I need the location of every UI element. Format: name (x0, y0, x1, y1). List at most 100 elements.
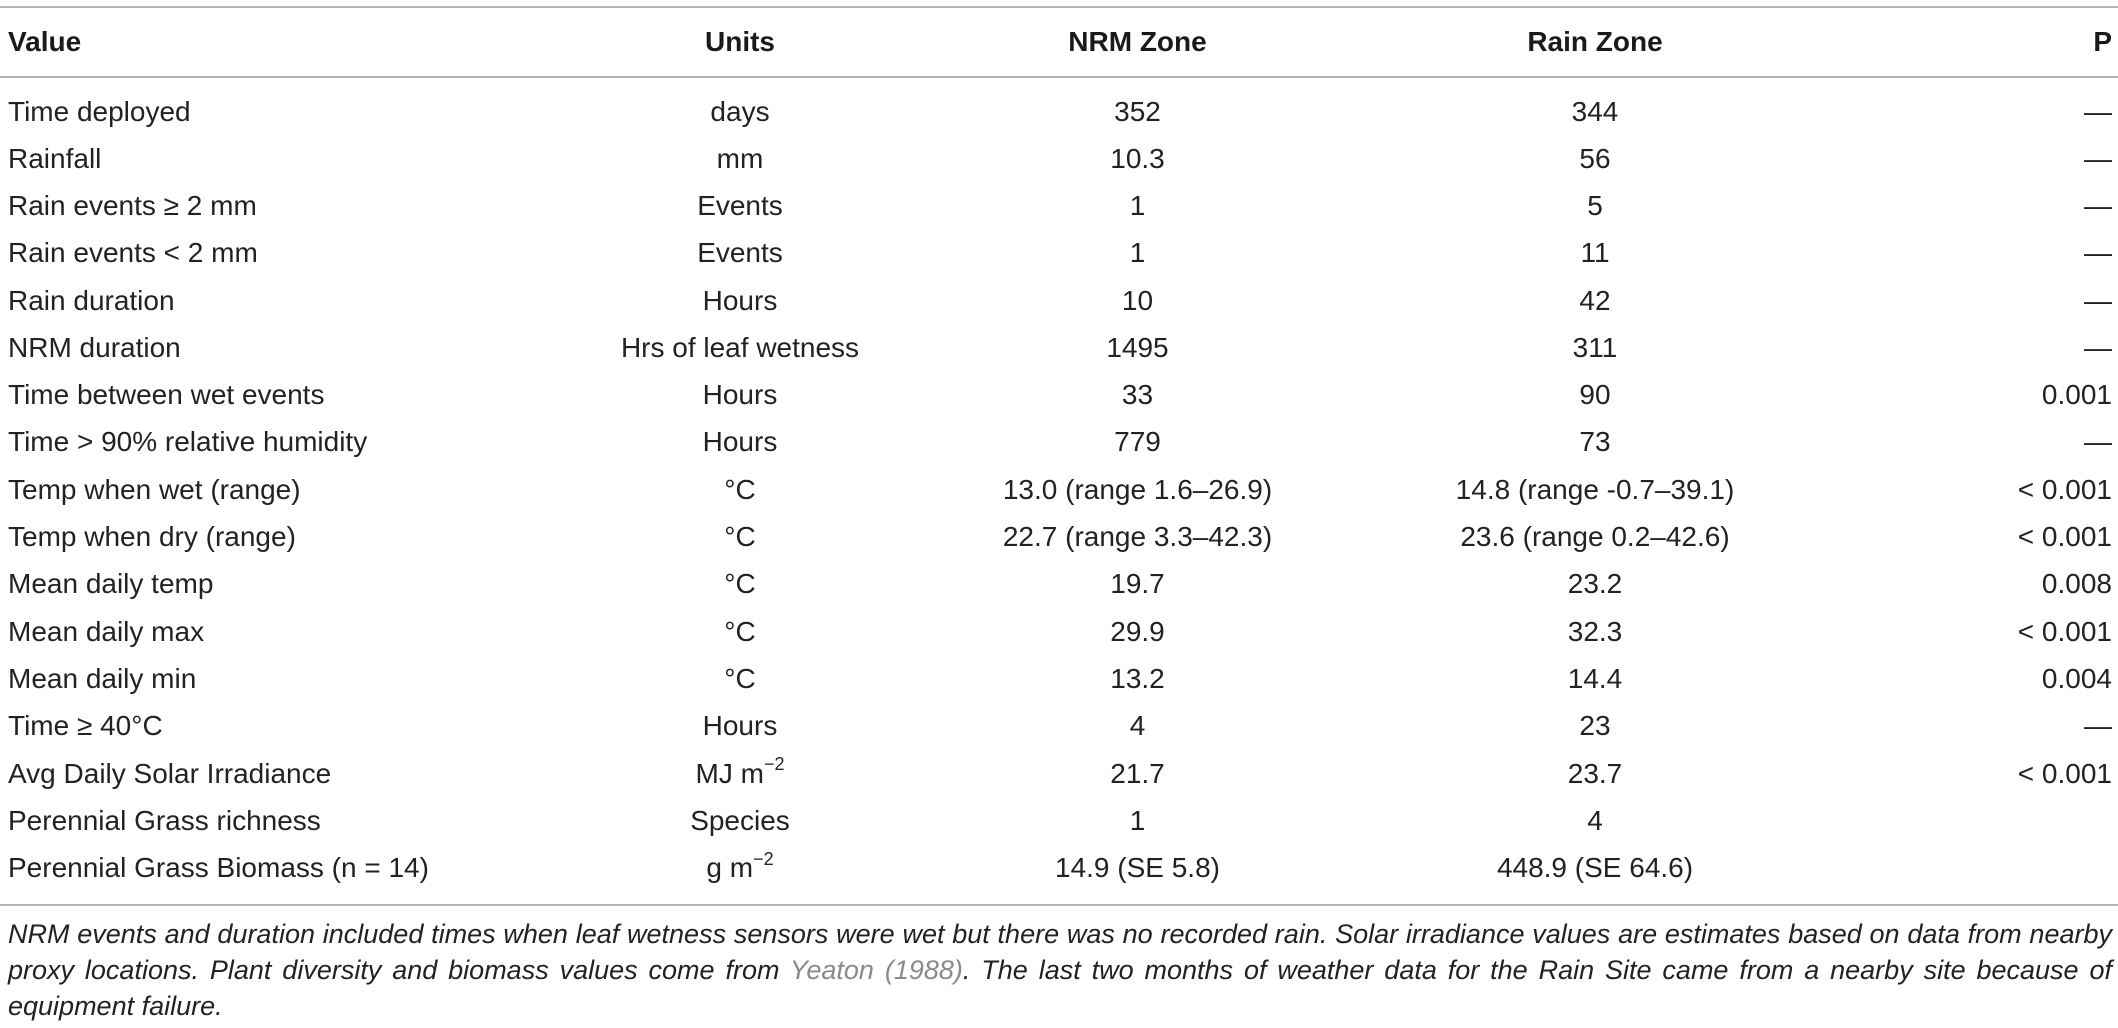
table-row: Time between wet events Hours 33 90 0.001 (0, 371, 2118, 418)
table-row: Perennial Grass richness Species 1 4 (0, 797, 2118, 844)
cell-p: 0.001 (2041, 379, 2112, 411)
cell-nrm-zone: 1 (1129, 804, 1146, 836)
cell-value: Perennial Grass Biomass (n = 14) (8, 852, 429, 884)
header-nrm-zone: NRM Zone (1068, 26, 1207, 57)
unit-text: Events (697, 237, 783, 269)
cell-nrm-zone: 19.7 (1110, 568, 1165, 600)
cell-value: Rain duration (8, 284, 175, 316)
unit-text: g m (706, 852, 754, 884)
cell-units: Species (570, 797, 910, 844)
cell-p: — (2084, 710, 2112, 742)
cell-units: °C (570, 561, 910, 608)
cell-nrm-zone: 14.9 (SE 5.8) (1055, 852, 1220, 884)
cell-value: Mean daily min (8, 662, 197, 694)
unit-exponent: −2 (753, 848, 774, 869)
cell-rain-zone: 344 (1571, 95, 1619, 127)
cell-units: °C (570, 655, 910, 702)
unit-text: Species (690, 804, 790, 836)
table-row: Perennial Grass Biomass (n = 14) g m−2 14.… (0, 844, 2118, 904)
cell-units: mm (570, 135, 910, 182)
cell-units: Events (570, 182, 910, 229)
cell-value: Time ≥ 40°C (8, 710, 163, 742)
cell-p: < 0.001 (2017, 757, 2112, 789)
cell-nrm-zone: 10.3 (1110, 142, 1165, 174)
cell-nrm-zone: 13.2 (1110, 662, 1165, 694)
cell-p: — (2084, 237, 2112, 269)
cell-units: days (570, 77, 910, 135)
cell-p (1825, 844, 2118, 904)
cell-nrm-zone: 13.0 (range 1.6–26.9) (1002, 473, 1273, 505)
cell-rain-zone: 42 (1579, 284, 1611, 316)
unit-text: mm (716, 142, 764, 174)
cell-rain-zone: 14.4 (1567, 662, 1623, 694)
cell-nrm-zone: 21.7 (1110, 757, 1165, 789)
table-header: Value Units NRM Zone Rain Zone P (0, 7, 2118, 77)
cell-rain-zone: 5 (1587, 189, 1603, 221)
cell-p: < 0.001 (2017, 521, 2112, 553)
cell-p: 0.004 (2041, 662, 2112, 694)
table-body: Time deployed days 352 344 — Rainfall mm 10.3 56… (0, 77, 2118, 905)
unit-text: Hours (702, 426, 778, 458)
cell-nrm-zone: 779 (1114, 426, 1161, 458)
cell-value: Mean daily temp (8, 568, 214, 600)
cell-nrm-zone: 1495 (1106, 331, 1169, 363)
cell-value: Temp when dry (range) (8, 521, 296, 553)
cell-units: Hours (570, 277, 910, 324)
cell-nrm-zone: 4 (1129, 710, 1146, 742)
cell-nrm-zone: 22.7 (range 3.3–42.3) (1002, 521, 1273, 553)
unit-text: Hours (702, 284, 778, 316)
table-row: NRM duration Hrs of leaf wetness 1495 311 — (0, 324, 2118, 371)
citation-link[interactable]: Yeaton (1988) (789, 954, 963, 985)
cell-p: — (2084, 189, 2112, 221)
cell-units: °C (570, 513, 910, 560)
unit-text: days (710, 95, 770, 127)
cell-p: — (2084, 142, 2112, 174)
cell-units: Events (570, 230, 910, 277)
cell-units: g m−2 (570, 844, 910, 904)
cell-rain-zone: 311 (1572, 331, 1618, 363)
table-row: Time deployed days 352 344 — (0, 77, 2118, 135)
cell-rain-zone: 23.6 (range 0.2–42.6) (1460, 521, 1730, 553)
cell-rain-zone: 90 (1579, 379, 1611, 411)
table-footnote: NRM events and duration included times w… (0, 906, 2118, 1024)
cell-p: < 0.001 (2017, 473, 2112, 505)
unit-text: Hours (702, 379, 778, 411)
cell-p: 0.008 (2041, 568, 2112, 600)
table-row: Temp when wet (range) °C 13.0 (range 1.6–2… (0, 466, 2118, 513)
unit-text: Hours (702, 710, 778, 742)
table-row: Mean daily min °C 13.2 14.4 0.004 (0, 655, 2118, 702)
cell-nrm-zone: 1 (1129, 189, 1146, 221)
cell-units: Hours (570, 371, 910, 418)
footnote-text-after: . The last two months of weather data fo… (8, 954, 2112, 1021)
cell-value: Perennial Grass richness (8, 804, 321, 836)
cell-value: Time between wet events (8, 379, 325, 411)
table-row: Mean daily max °C 29.9 32.3 < 0.001 (0, 608, 2118, 655)
cell-nrm-zone: 10 (1121, 284, 1154, 316)
cell-rain-zone: 23.2 (1567, 568, 1623, 600)
table-row: Rain duration Hours 10 42 — (0, 277, 2118, 324)
unit-text: Events (697, 189, 783, 221)
cell-units: Hrs of leaf wetness (570, 324, 910, 371)
unit-text: °C (724, 615, 756, 647)
cell-rain-zone: 32.3 (1567, 615, 1623, 647)
cell-value: Mean daily max (8, 615, 205, 647)
cell-units: MJ m−2 (570, 750, 910, 797)
cell-value: Temp when wet (range) (8, 473, 301, 505)
header-rain-zone: Rain Zone (1527, 26, 1663, 57)
table-row: Time ≥ 40°C Hours 4 23 — (0, 703, 2118, 750)
cell-rain-zone: 56 (1579, 142, 1611, 174)
table-row: Avg Daily Solar Irradiance MJ m−2 21.7 23.7… (0, 750, 2118, 797)
cell-units: °C (570, 608, 910, 655)
table-row: Rainfall mm 10.3 56 — (0, 135, 2118, 182)
header-p: P (2093, 26, 2112, 57)
table-row: Temp when dry (range) °C 22.7 (range 3.3–4… (0, 513, 2118, 560)
unit-text: Hrs of leaf wetness (620, 331, 860, 363)
cell-value: Avg Daily Solar Irradiance (8, 757, 332, 789)
cell-p: — (2084, 284, 2112, 316)
cell-units: °C (570, 466, 910, 513)
cell-units: Hours (570, 419, 910, 466)
cell-value: Rain events < 2 mm (8, 237, 258, 269)
unit-text: °C (724, 662, 756, 694)
climate-comparison-table: Value Units NRM Zone Rain Zone P Time de… (0, 6, 2118, 906)
